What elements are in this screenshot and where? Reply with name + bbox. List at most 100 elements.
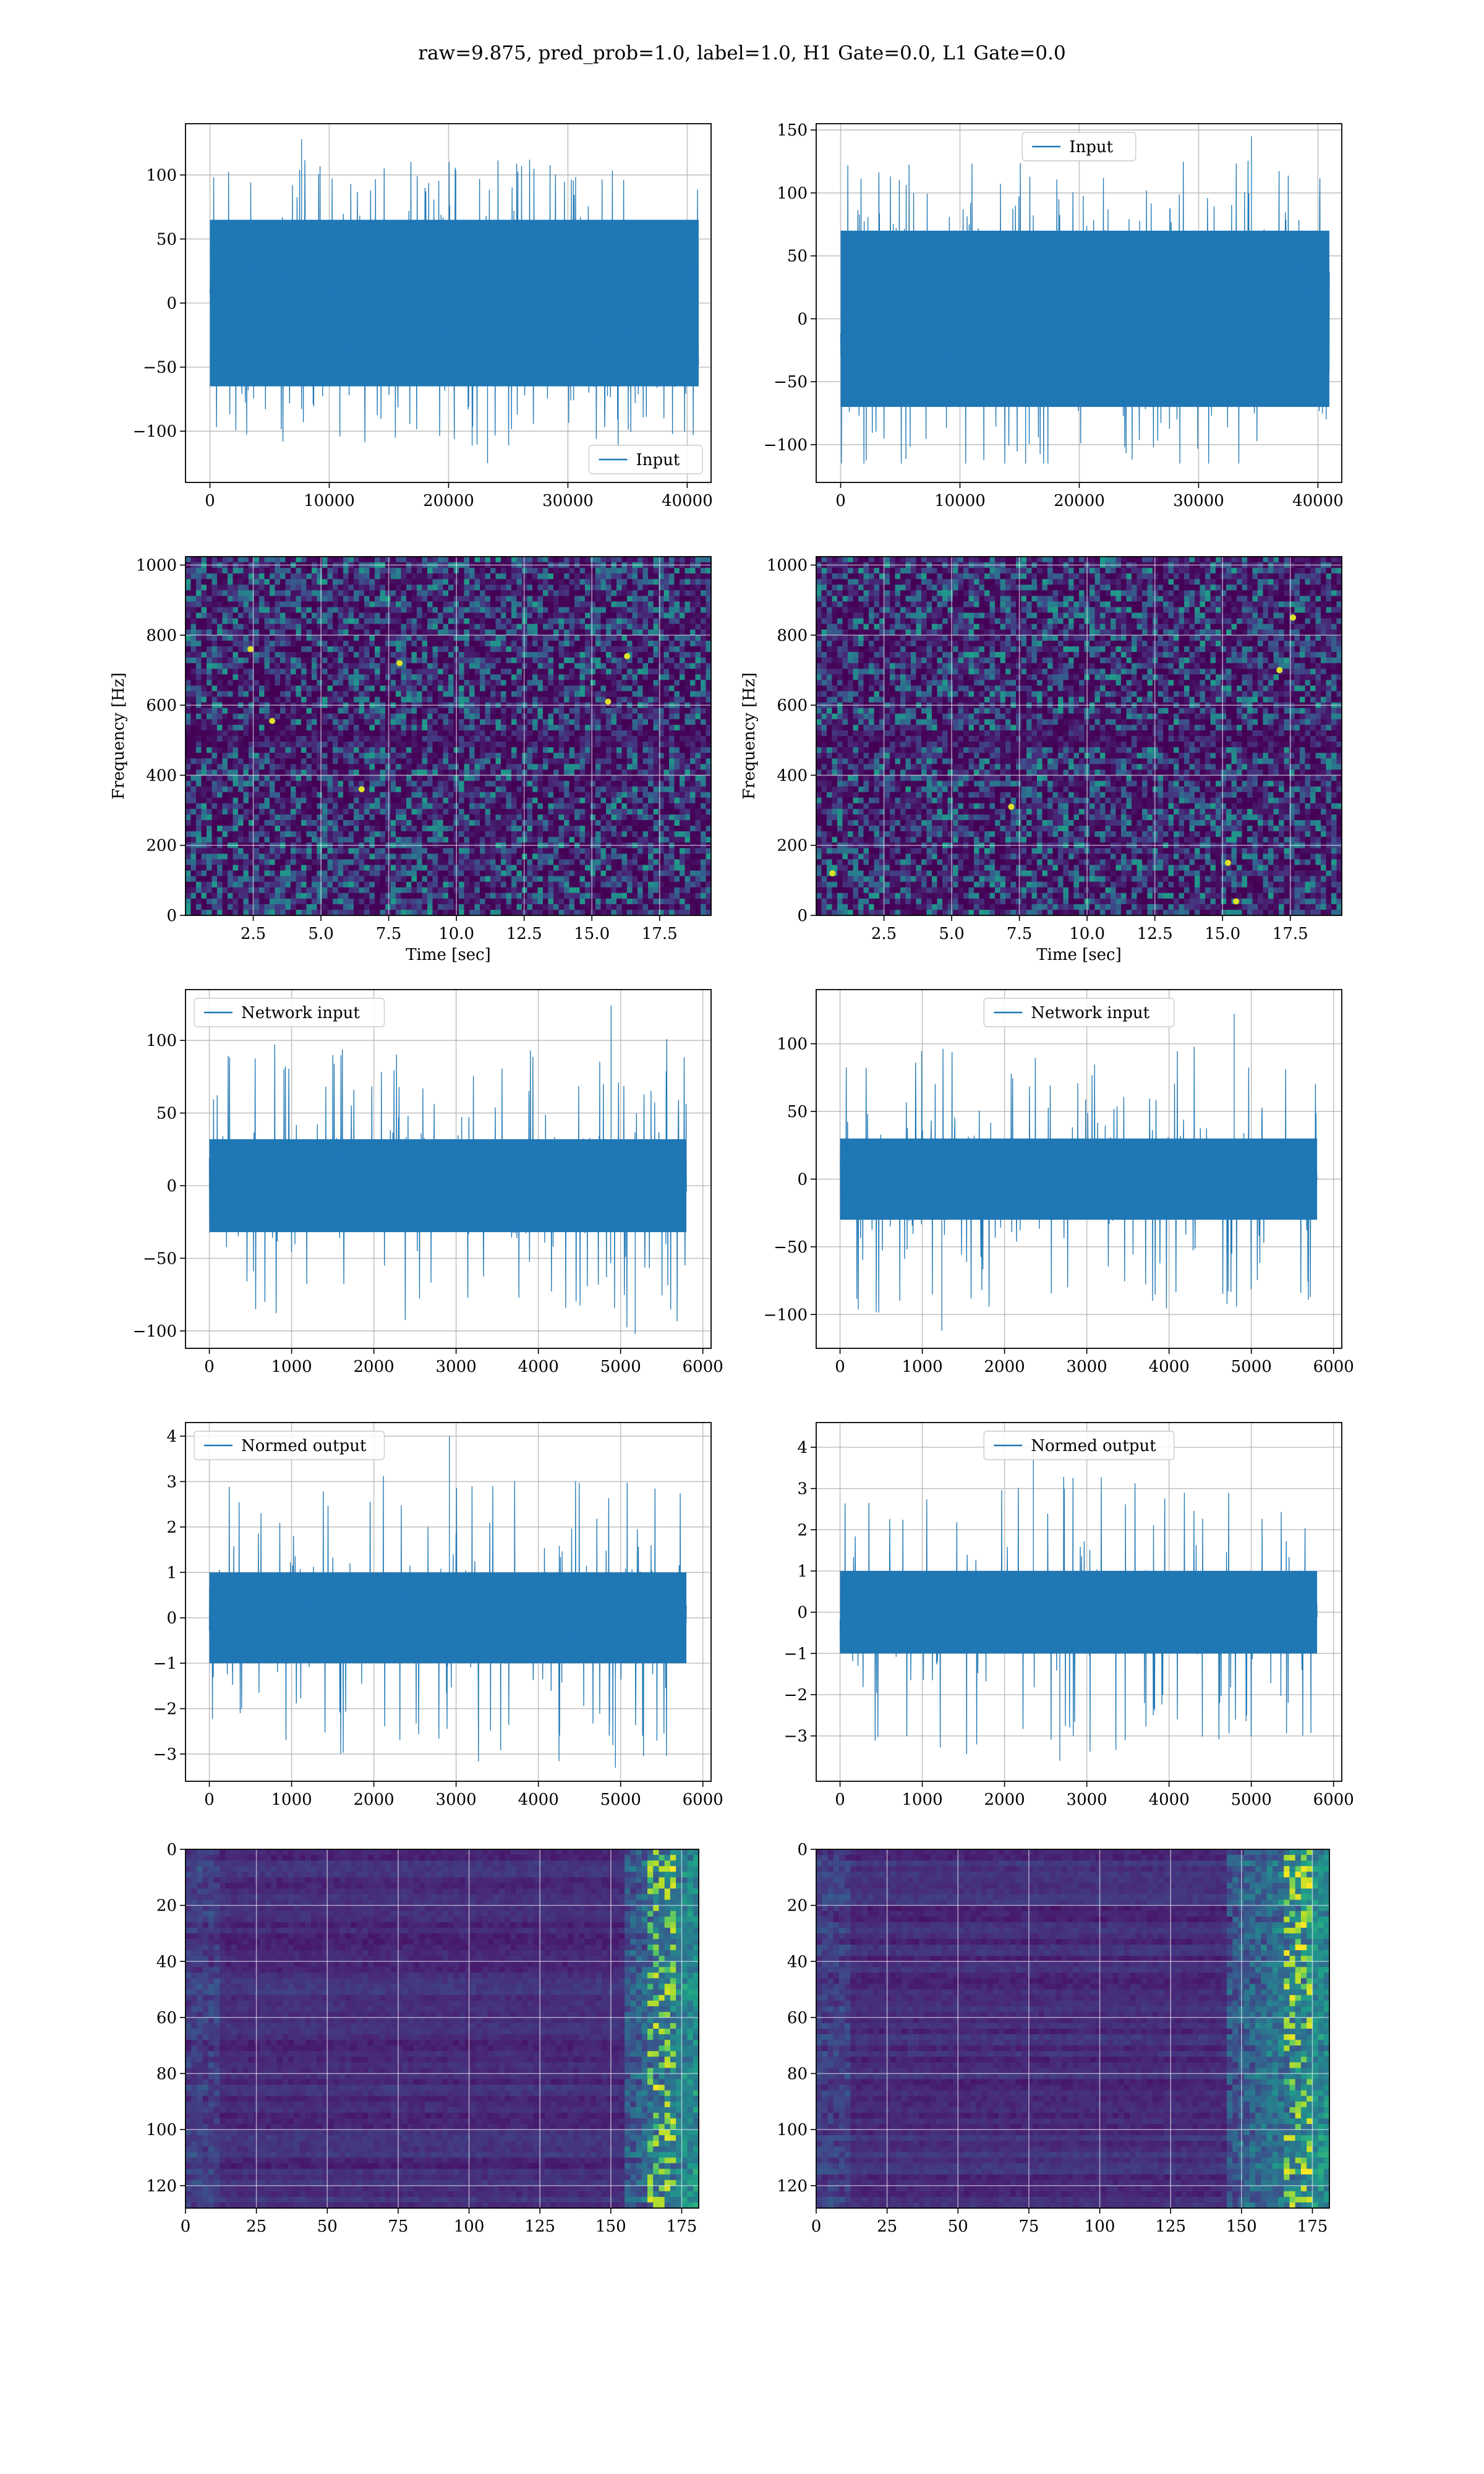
- heatmap-cell: [511, 607, 518, 614]
- heatmap-cell: [690, 786, 696, 793]
- heatmap-cell: [564, 612, 570, 619]
- heatmap-cell: [427, 742, 433, 748]
- heatmap-cell: [516, 713, 522, 720]
- heatmap-cell: [270, 764, 276, 770]
- heatmap-cell: [396, 786, 402, 793]
- heatmap-cell: [448, 612, 454, 619]
- heatmap-cell: [406, 781, 412, 787]
- heatmap-cell: [196, 640, 202, 647]
- heatmap-cell: [396, 775, 402, 782]
- heatmap-cell: [254, 657, 260, 664]
- heatmap-cell: [600, 753, 607, 759]
- heatmap-cell: [411, 691, 417, 698]
- heatmap-cell: [684, 601, 691, 608]
- heatmap-cell: [564, 708, 570, 714]
- heatmap-cell: [558, 557, 565, 563]
- heatmap-cell: [621, 747, 628, 753]
- heatmap-cell: [301, 618, 307, 625]
- heatmap-cell: [301, 742, 307, 748]
- heatmap-cell: [238, 607, 244, 614]
- heatmap-cell: [207, 623, 213, 630]
- heatmap-cell: [228, 663, 234, 669]
- heatmap-cell: [359, 685, 365, 692]
- heatmap-cell: [537, 691, 544, 698]
- heatmap-cell: [585, 730, 591, 737]
- heatmap-cell: [574, 797, 581, 804]
- heatmap-cell: [417, 629, 423, 636]
- heatmap-cell: [663, 797, 670, 804]
- heatmap-cell: [648, 764, 654, 770]
- heatmap-cell: [516, 680, 522, 687]
- heatmap-cell: [653, 730, 659, 737]
- heatmap-cell: [464, 618, 470, 625]
- heatmap-cell: [558, 758, 565, 764]
- heatmap-cell: [653, 742, 659, 748]
- heatmap-cell: [485, 747, 491, 753]
- heatmap-cell: [375, 724, 381, 731]
- heatmap-cell: [249, 742, 255, 748]
- heatmap-cell: [259, 814, 265, 821]
- heatmap-cell: [680, 713, 686, 720]
- heatmap-cell: [401, 736, 407, 742]
- heatmap-cell: [380, 573, 386, 580]
- heatmap-cell: [291, 573, 297, 580]
- heatmap-cell: [684, 713, 691, 720]
- heatmap-cell: [443, 635, 449, 641]
- heatmap-cell: [548, 663, 554, 669]
- heatmap-cell: [701, 640, 707, 647]
- heatmap-cell: [611, 713, 617, 720]
- heatmap-cell: [574, 724, 581, 731]
- heatmap-cell: [301, 786, 307, 793]
- heatmap-cell: [611, 674, 617, 680]
- heatmap-cell: [606, 663, 612, 669]
- heatmap-cell: [632, 646, 638, 653]
- heatmap-cell: [674, 753, 680, 759]
- heatmap-cell: [527, 826, 533, 832]
- heatmap-cell: [459, 680, 465, 687]
- heatmap-cell: [438, 758, 444, 764]
- heatmap-cell: [280, 652, 286, 658]
- heatmap-cell: [527, 680, 533, 687]
- heatmap-cell: [579, 568, 586, 574]
- heatmap-cell: [207, 786, 213, 793]
- heatmap-cell: [322, 612, 328, 619]
- heatmap-cell: [548, 629, 554, 636]
- heatmap-cell: [469, 663, 475, 669]
- heatmap-cell: [228, 674, 234, 680]
- heatmap-cell: [390, 646, 396, 653]
- heatmap-cell: [532, 797, 539, 804]
- heatmap-cell: [522, 742, 528, 748]
- heatmap-cell: [380, 680, 386, 687]
- heatmap-cell: [385, 814, 391, 821]
- heatmap-cell: [590, 797, 596, 804]
- heatmap-cell: [190, 596, 197, 602]
- heatmap-cell: [564, 652, 570, 658]
- heatmap-cell: [190, 573, 197, 580]
- heatmap-cell: [511, 652, 518, 658]
- heatmap-cell: [217, 736, 223, 742]
- heatmap-cell: [638, 596, 644, 602]
- heatmap-cell: [553, 713, 560, 720]
- heatmap-cell: [406, 724, 412, 731]
- heatmap-cell: [306, 730, 312, 737]
- heatmap-cell: [548, 652, 554, 658]
- heatmap-cell: [422, 742, 428, 748]
- heatmap-cell: [632, 742, 638, 748]
- heatmap-cell: [264, 747, 270, 753]
- heatmap-cell: [611, 803, 617, 810]
- heatmap-cell: [275, 607, 281, 614]
- heatmap-cell: [369, 669, 375, 675]
- heatmap-cell: [648, 573, 654, 580]
- heatmap-cell: [558, 764, 565, 770]
- heatmap-cell: [270, 590, 276, 597]
- heatmap-cell: [322, 596, 328, 602]
- heatmap-cell: [459, 618, 465, 625]
- heatmap-cell: [653, 680, 659, 687]
- heatmap-cell: [638, 568, 644, 574]
- heatmap-cell: [406, 803, 412, 810]
- heatmap-cell: [595, 736, 602, 742]
- heatmap-cell: [333, 568, 339, 574]
- heatmap-cell: [401, 747, 407, 753]
- heatmap-cell: [259, 753, 265, 759]
- heatmap-cell: [438, 730, 444, 737]
